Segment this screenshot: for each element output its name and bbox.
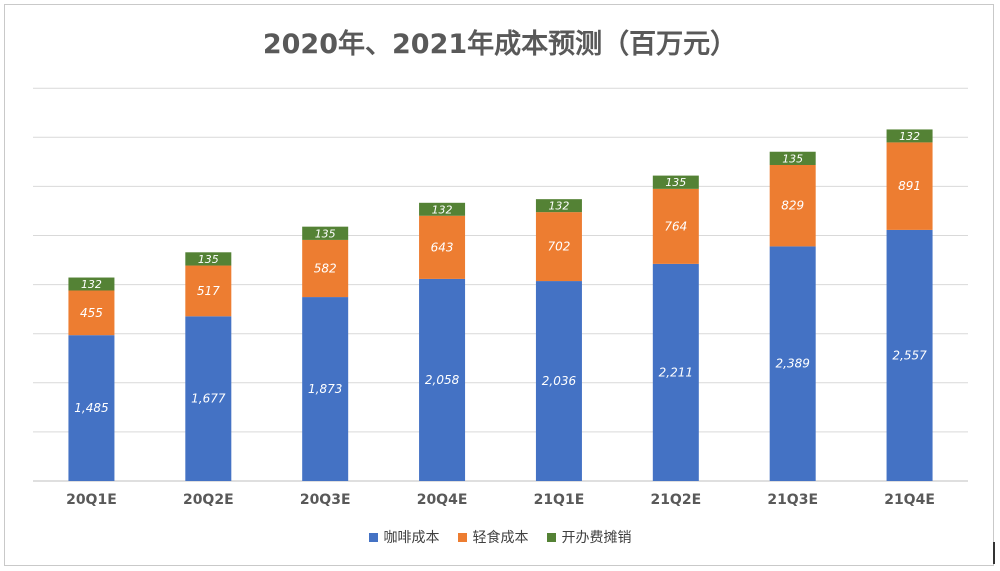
x-tick-label: 20Q1E — [66, 492, 117, 508]
data-label-coffee: 2,557 — [892, 348, 927, 362]
bar-coffee — [652, 263, 699, 481]
bar-amortization — [419, 202, 466, 216]
bar-light-food — [769, 164, 816, 247]
bar-amortization — [769, 151, 816, 165]
bar-coffee — [886, 229, 933, 481]
bar-light-food — [302, 239, 349, 298]
bar-amortization — [652, 175, 699, 189]
bar-coffee — [302, 297, 349, 481]
legend-label-coffee: 咖啡成本 — [383, 530, 440, 546]
data-label-coffee: 2,211 — [659, 365, 693, 379]
x-tick-label: 21Q4E — [884, 492, 935, 508]
data-label-light-food: 829 — [781, 199, 804, 213]
data-label-coffee: 1,873 — [308, 382, 342, 396]
data-label-amortization: 135 — [782, 152, 803, 165]
bar-light-food — [68, 290, 115, 336]
data-label-light-food: 764 — [664, 219, 687, 233]
bar-amortization — [302, 226, 349, 240]
bar-coffee — [185, 316, 232, 481]
x-tick-label: 20Q3E — [300, 492, 351, 508]
edge-mark — [993, 542, 995, 564]
data-label-amortization: 135 — [665, 176, 686, 189]
data-label-amortization: 132 — [899, 130, 920, 143]
data-label-coffee: 2,389 — [776, 357, 810, 371]
data-label-light-food: 455 — [80, 306, 103, 320]
legend-item-coffee: 咖啡成本 — [368, 527, 440, 547]
bar-amortization — [535, 199, 582, 213]
legend-swatch-coffee — [368, 532, 378, 542]
bar-coffee — [419, 278, 466, 481]
data-label-amortization: 132 — [548, 200, 569, 213]
bar-amortization — [185, 252, 232, 266]
data-label-coffee: 2,058 — [425, 373, 460, 387]
x-tick-label: 20Q2E — [183, 492, 234, 508]
data-label-light-food: 582 — [314, 261, 337, 275]
bar-light-food — [419, 215, 466, 279]
bar-coffee — [68, 335, 115, 481]
chart-title: 2020年、2021年成本预测（百万元） — [262, 29, 738, 60]
legend-item-amortization: 开办费摊销 — [546, 527, 632, 547]
data-label-amortization: 132 — [432, 203, 453, 216]
bar-light-food — [185, 265, 232, 317]
bar-light-food — [886, 142, 933, 230]
bar-light-food — [652, 188, 699, 264]
legend-item-light-food: 轻食成本 — [457, 527, 529, 547]
bar-amortization — [68, 277, 115, 291]
x-tick-label: 21Q3E — [767, 492, 818, 508]
chart-legend: 咖啡成本 轻食成本 开办费摊销 — [0, 527, 1000, 547]
data-label-light-food: 702 — [547, 240, 570, 254]
data-label-coffee: 1,485 — [74, 401, 108, 415]
x-tick-label: 21Q1E — [534, 492, 585, 508]
data-label-amortization: 135 — [315, 227, 336, 240]
bar-amortization — [886, 129, 933, 143]
bar-coffee — [769, 246, 816, 481]
data-label-coffee: 2,036 — [542, 374, 577, 388]
x-tick-label: 20Q4E — [417, 492, 468, 508]
bar-coffee — [535, 281, 582, 481]
data-label-amortization: 132 — [81, 278, 102, 291]
legend-label-amortization: 开办费摊销 — [561, 530, 632, 546]
legend-swatch-light-food — [457, 532, 467, 542]
x-tick-label: 21Q2E — [650, 492, 701, 508]
data-label-amortization: 135 — [198, 253, 219, 266]
bar-light-food — [535, 212, 582, 282]
data-label-coffee: 1,677 — [191, 392, 226, 406]
legend-label-light-food: 轻食成本 — [472, 530, 529, 546]
data-label-light-food: 891 — [898, 179, 921, 193]
legend-swatch-amortization — [546, 532, 556, 542]
data-label-light-food: 517 — [197, 284, 220, 298]
data-label-light-food: 643 — [431, 240, 454, 254]
